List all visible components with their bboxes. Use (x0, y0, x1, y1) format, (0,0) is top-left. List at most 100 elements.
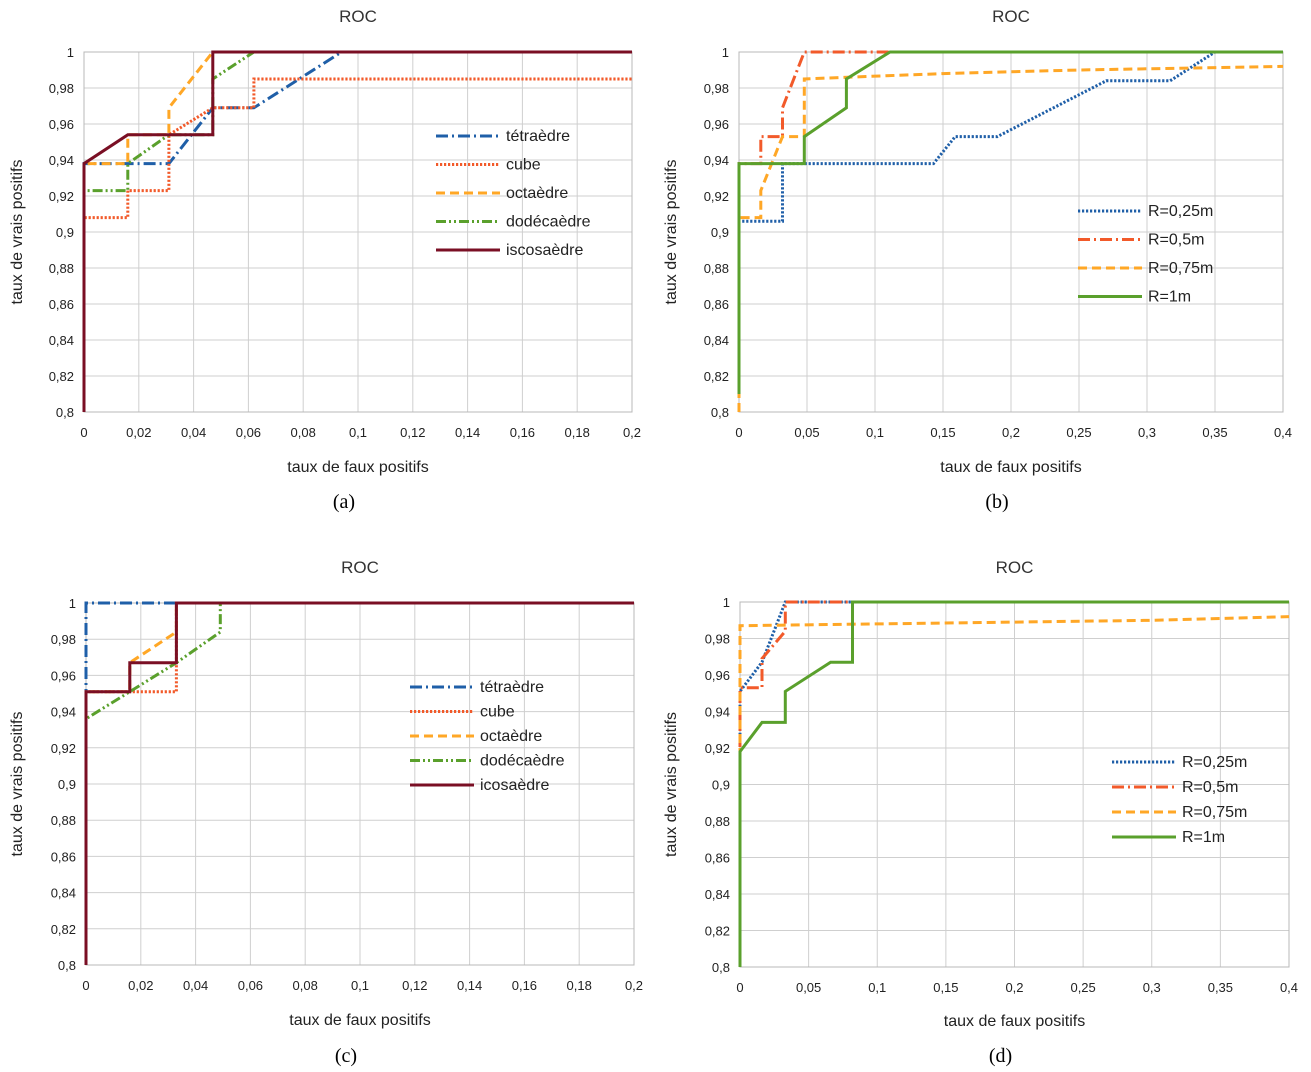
x-tick-label: 0,18 (565, 425, 590, 440)
x-axis-label: taux de faux positifs (940, 459, 1081, 476)
series-line-5 (84, 601, 634, 965)
y-tick-label: 0,82 (705, 924, 730, 939)
chart-title: ROC (992, 7, 1030, 26)
x-tick-label: 0,35 (1202, 425, 1227, 440)
chart-title: ROC (339, 7, 377, 26)
y-tick-label: 0,88 (49, 261, 74, 276)
series-line-4 (738, 600, 1289, 967)
series-line-3 (738, 615, 1290, 967)
legend-label: tétraèdre (506, 128, 570, 145)
y-tick-label: 0,8 (58, 958, 76, 973)
legend-label: R=0,75m (1182, 804, 1247, 821)
x-tick-label: 0,2 (625, 978, 643, 993)
legend-label: R=0,25m (1148, 203, 1213, 220)
x-tick-label: 0,25 (1070, 980, 1095, 995)
x-tick-label: 0,1 (349, 425, 367, 440)
x-tick-label: 0,05 (796, 980, 821, 995)
x-tick-label: 0,4 (1274, 425, 1292, 440)
y-tick-label: 0,8 (712, 960, 730, 975)
x-tick-label: 0,4 (1280, 980, 1298, 995)
y-tick-label: 0,9 (58, 777, 76, 792)
legend-label: octaèdre (506, 185, 568, 202)
x-tick-label: 0,04 (183, 978, 208, 993)
x-tick-label: 0,2 (1005, 980, 1023, 995)
y-tick-label: 0,92 (705, 741, 730, 756)
series-line-2 (738, 600, 1289, 967)
y-tick-label: 0,86 (704, 297, 729, 312)
panel-caption: (b) (985, 491, 1008, 513)
y-tick-label: 0,94 (704, 153, 729, 168)
legend-label: icosaèdre (480, 777, 549, 794)
legend: tétraèdre cube octaèdre dodécaèdre iscosaèdr… (436, 128, 591, 259)
y-tick-label: 0,84 (705, 887, 730, 902)
y-tick-label: 0,98 (705, 632, 730, 647)
legend-label: R=0,25m (1182, 754, 1247, 771)
y-axis-label: taux de vrais positifs (9, 712, 26, 857)
y-tick-label: 0,88 (704, 261, 729, 276)
chart-panel-a: ROC 0,8 0,82 0,84 0,86 0,88 0,9 0,92 0,94 0,96 0,9… (9, 7, 641, 513)
x-tick-label: 0,3 (1138, 425, 1156, 440)
legend-label: tétraèdre (480, 679, 544, 696)
chart-title: ROC (996, 558, 1034, 577)
y-tick-label: 0,8 (56, 405, 74, 420)
x-tick-label: 0,1 (868, 980, 886, 995)
chart-panel-d: ROC 0,8 0,82 0,84 0,86 0,88 0,9 0,92 0,94 0,96 0,9… (663, 558, 1298, 1067)
legend-label: R=1m (1182, 829, 1225, 846)
x-tick-label: 0,2 (623, 425, 641, 440)
y-tick-label: 0,96 (704, 117, 729, 132)
legend-label: R=0,5m (1148, 232, 1204, 249)
x-tick-label: 0,14 (455, 425, 480, 440)
x-tick-label: 0 (82, 978, 89, 993)
legend-label: dodécaèdre (480, 753, 565, 770)
chart-title: ROC (341, 558, 379, 577)
y-tick-label: 0,84 (49, 333, 74, 348)
y-tick-label: 0,82 (51, 922, 76, 937)
y-tick-label: 0,88 (51, 813, 76, 828)
y-axis-label: taux de vrais positifs (663, 160, 680, 305)
series-line-1 (737, 50, 1283, 394)
y-tick-label: 0,92 (51, 741, 76, 756)
y-tick-label: 0,82 (704, 369, 729, 384)
legend: tétraèdre cube octaèdre dodécaèdre icosaèdre (410, 679, 565, 794)
x-tick-label: 0,3 (1143, 980, 1161, 995)
y-tick-label: 0,98 (51, 632, 76, 647)
legend-label: cube (480, 704, 515, 721)
y-tick-label: 1 (67, 45, 74, 60)
y-tick-label: 0,84 (51, 886, 76, 901)
y-axis-label: taux de vrais positifs (663, 712, 680, 857)
panel-caption: (a) (333, 491, 355, 513)
y-tick-label: 0,94 (705, 705, 730, 720)
legend-label: R=0,5m (1182, 779, 1238, 796)
x-tick-label: 0,06 (236, 425, 261, 440)
x-tick-label: 0,12 (400, 425, 425, 440)
legend-label: cube (506, 157, 541, 174)
x-tick-label: 0,15 (933, 980, 958, 995)
series-line-2 (737, 50, 1283, 394)
y-tick-label: 0,96 (51, 668, 76, 683)
x-tick-label: 0 (736, 980, 743, 995)
y-tick-label: 0,86 (51, 849, 76, 864)
x-axis-label: taux de faux positifs (944, 1013, 1085, 1030)
chart-panel-b: ROC 0,8 0,82 0,84 0,86 0,88 0,9 0,92 0,94 0,96 0,9… (663, 7, 1292, 513)
legend-label: octaèdre (480, 728, 542, 745)
y-tick-label: 0,9 (56, 225, 74, 240)
y-tick-label: 0,94 (49, 153, 74, 168)
series-line-5 (82, 50, 632, 412)
x-tick-label: 0,02 (126, 425, 151, 440)
x-tick-label: 0,18 (567, 978, 592, 993)
y-tick-label: 0,82 (49, 369, 74, 384)
x-tick-label: 0,02 (128, 978, 153, 993)
y-tick-label: 0,9 (712, 778, 730, 793)
y-tick-label: 0,92 (704, 189, 729, 204)
legend-label: dodécaèdre (506, 214, 591, 231)
x-tick-label: 0,04 (181, 425, 206, 440)
y-tick-label: 1 (69, 596, 76, 611)
y-tick-label: 0,92 (49, 189, 74, 204)
x-tick-label: 0,15 (930, 425, 955, 440)
legend-label: R=0,75m (1148, 260, 1213, 277)
legend: R=0,25m R=0,5m R=0,75m R=1m (1078, 203, 1213, 306)
series-line-4 (82, 50, 632, 412)
y-tick-label: 0,84 (704, 333, 729, 348)
chart-panel-c: ROC 0,8 0,82 0,84 0,86 0,88 0,9 0,92 0,94 0,96 0,9… (9, 558, 643, 1067)
